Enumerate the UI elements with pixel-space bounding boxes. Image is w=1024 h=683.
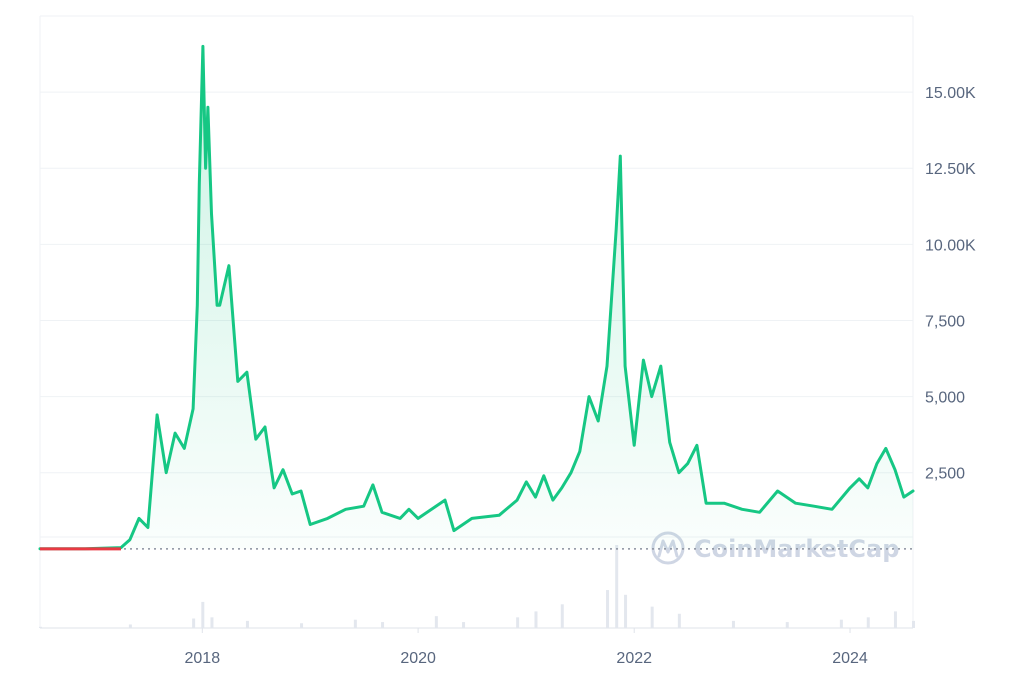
axes: 2,500 5,000 7,500 10.00K 12.50K 15.00K 2018 202… bbox=[185, 85, 977, 667]
volume-bars bbox=[39, 545, 915, 628]
price-area-fill bbox=[40, 46, 913, 549]
x-tick-label: 2018 bbox=[185, 650, 221, 667]
price-line-path bbox=[38, 44, 915, 551]
volume-bar bbox=[353, 619, 357, 628]
volume-bar bbox=[785, 622, 789, 628]
volume-bar bbox=[560, 604, 564, 628]
volume-bar bbox=[866, 617, 870, 628]
volume-bar bbox=[534, 611, 538, 628]
volume-bar bbox=[606, 590, 610, 628]
x-tick-label: 2024 bbox=[832, 650, 868, 667]
price-area bbox=[40, 46, 913, 549]
volume-bar bbox=[192, 618, 196, 628]
y-tick-label: 15.00K bbox=[925, 85, 976, 102]
y-tick-label: 10.00K bbox=[925, 237, 976, 254]
price-line bbox=[38, 44, 915, 551]
volume-bar bbox=[434, 616, 438, 628]
volume-bar bbox=[839, 619, 843, 628]
y-tick-label: 7,500 bbox=[925, 313, 965, 330]
volume-bar bbox=[893, 611, 897, 628]
volume-bar bbox=[731, 620, 735, 628]
volume-bar bbox=[912, 620, 915, 628]
y-tick-label: 5,000 bbox=[925, 390, 965, 407]
volume-bar bbox=[462, 622, 466, 628]
volume-bar bbox=[210, 617, 214, 628]
grid-lines bbox=[39, 15, 914, 629]
y-tick-label: 2,500 bbox=[925, 466, 965, 483]
volume-bar bbox=[624, 594, 628, 628]
x-tick-label: 2022 bbox=[616, 650, 652, 667]
y-tick-label: 12.50K bbox=[925, 161, 976, 178]
x-tick-label: 2020 bbox=[400, 650, 436, 667]
volume-bar bbox=[677, 613, 681, 628]
volume-bar bbox=[516, 617, 520, 628]
volume-bar bbox=[615, 545, 619, 628]
volume-bar bbox=[245, 620, 249, 628]
volume-bar bbox=[39, 626, 42, 628]
volume-bar bbox=[650, 606, 654, 628]
volume-bar bbox=[300, 623, 304, 628]
volume-bar bbox=[381, 622, 385, 628]
volume-bar bbox=[201, 601, 205, 628]
volume-bar bbox=[128, 624, 132, 628]
